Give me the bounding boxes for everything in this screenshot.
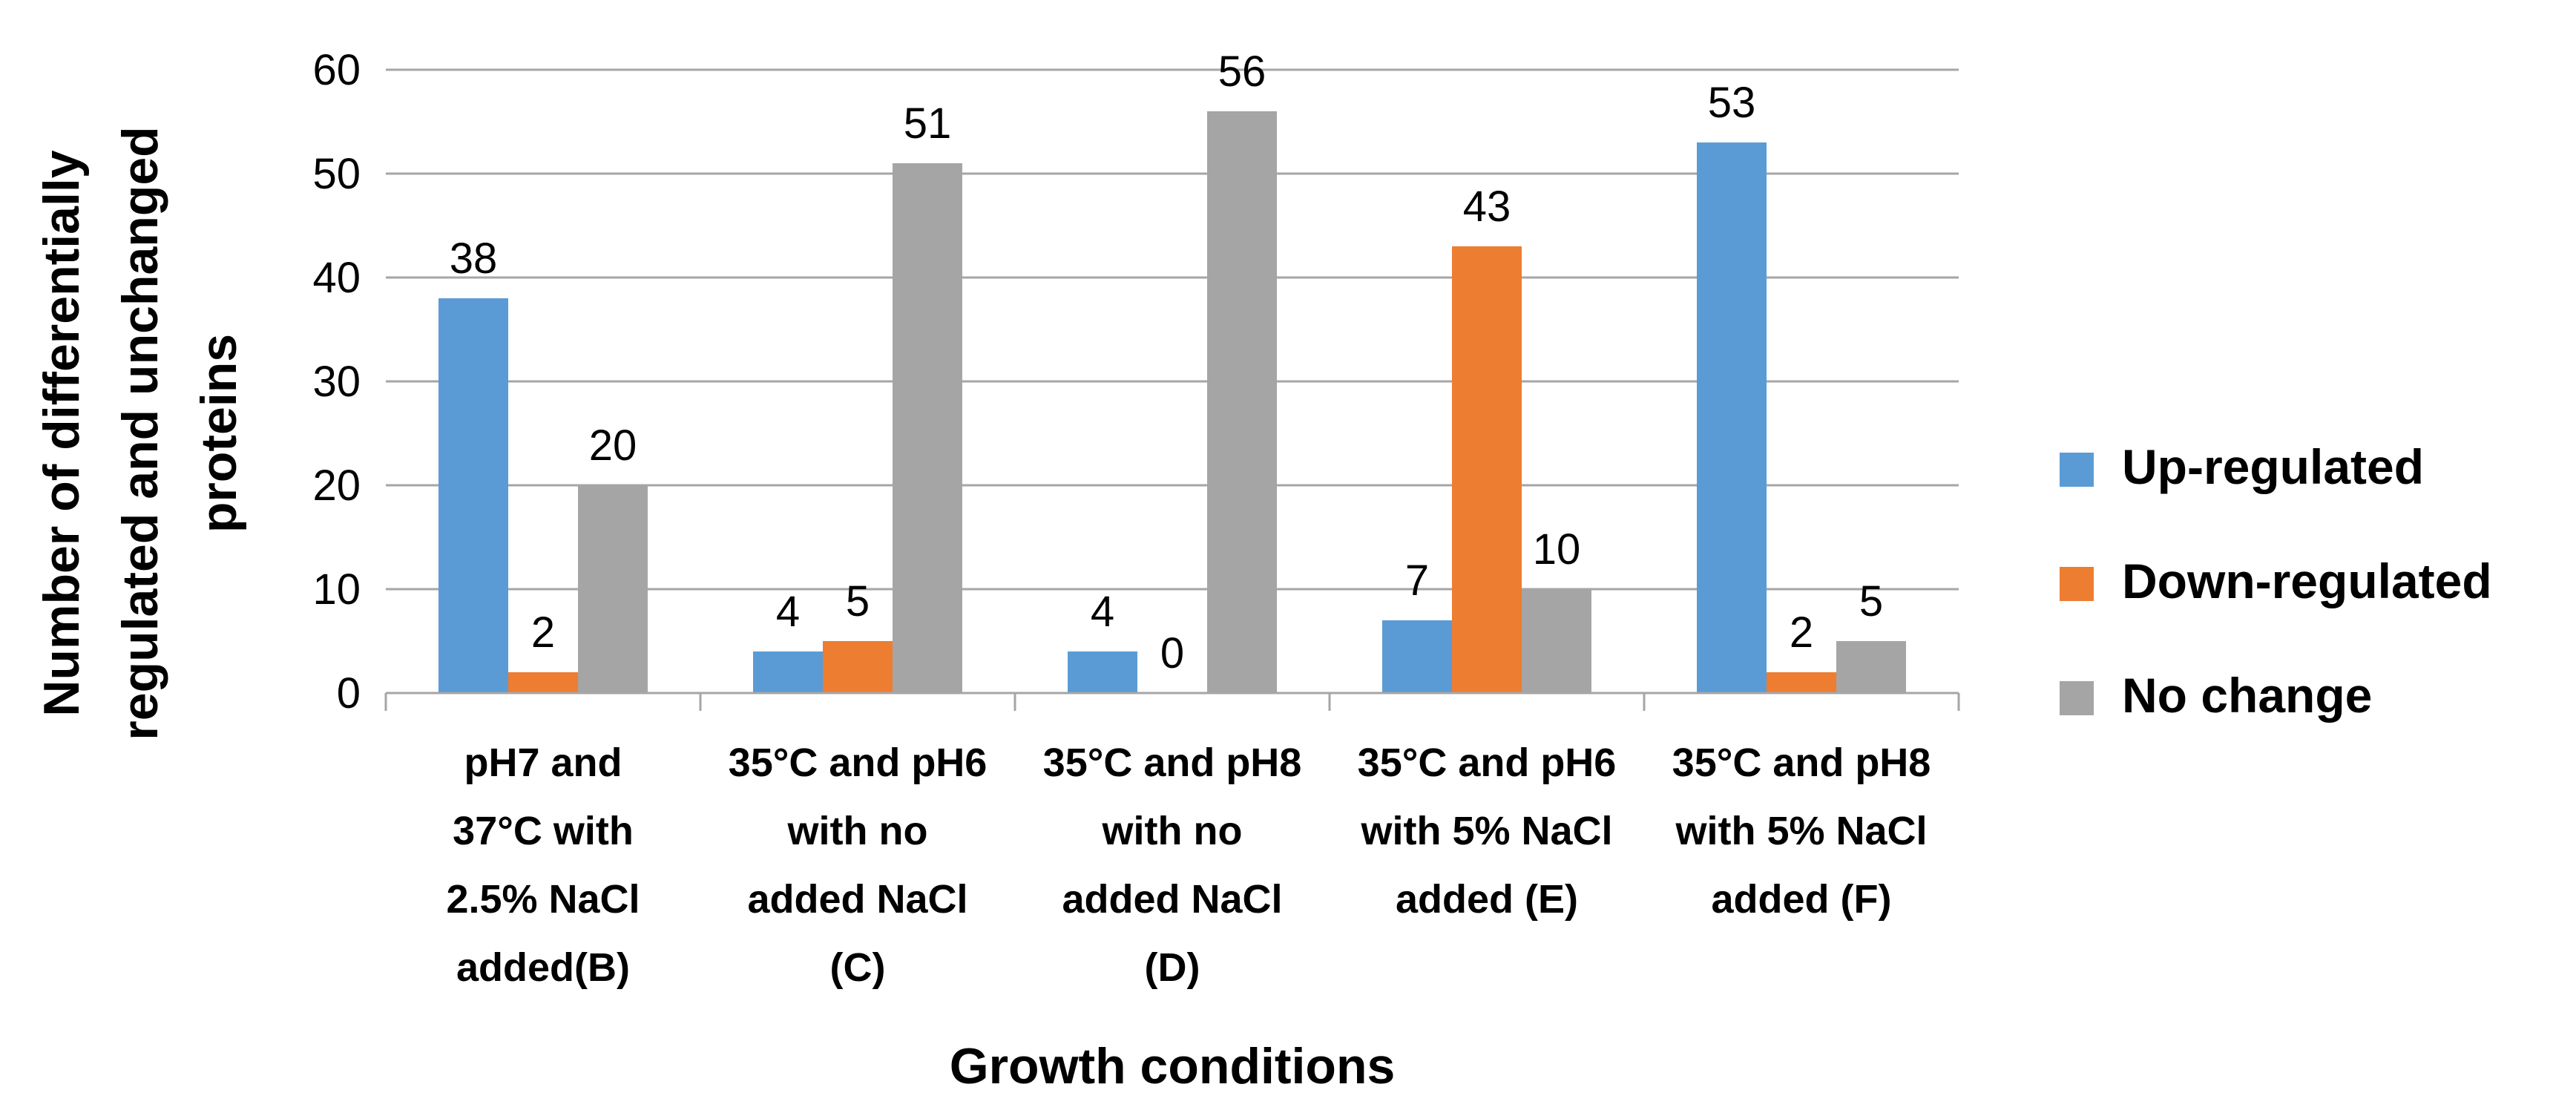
bar-no-change-5 (1836, 641, 1906, 693)
bar-down-regulated-1 (508, 672, 578, 693)
bar-down-regulated-4 (1452, 246, 1522, 693)
bar-up-regulated-2 (753, 651, 823, 693)
legend-swatch (2060, 681, 2094, 715)
x-category-label: 35°C and pH6 with no added NaCl (C) (729, 741, 988, 990)
legend-label: Up-regulated (2122, 439, 2424, 494)
bar-up-regulated-5 (1697, 142, 1767, 693)
x-category-label: 35°C and pH6 with 5% NaCl added (E) (1358, 741, 1617, 922)
bar-no-change-3 (1207, 111, 1277, 693)
data-label: 10 (1533, 525, 1581, 574)
bar-up-regulated-4 (1382, 620, 1452, 693)
data-label: 53 (1708, 79, 1756, 127)
gridlines (386, 68, 1959, 591)
y-tick-label: 30 (312, 358, 361, 406)
legend-swatch (2060, 567, 2094, 601)
bar-down-regulated-5 (1767, 672, 1836, 693)
x-axis-title: Growth conditions (950, 1038, 1396, 1094)
data-label: 5 (1859, 577, 1883, 626)
legend: Up-regulated Down-regulated No change (2060, 439, 2492, 723)
y-tick-label: 40 (312, 254, 361, 302)
data-label: 2 (531, 608, 555, 657)
axes (384, 692, 1960, 711)
legend-swatch (2060, 453, 2094, 487)
x-category-label: 35°C and pH8 with 5% NaCl added (F) (1672, 741, 1931, 922)
data-label: 51 (904, 99, 952, 148)
x-category-label: pH7 and 37°C with 2.5% NaCl added(B) (446, 741, 640, 990)
data-label: 38 (450, 234, 498, 283)
y-axis-title: Number of differentially regulated and un… (33, 126, 247, 740)
data-label: 7 (1405, 556, 1429, 605)
axis-titles: Growth conditions Number of differentiall… (33, 126, 1395, 1094)
data-label: 2 (1790, 608, 1813, 657)
bars (438, 111, 1906, 693)
data-label: 4 (776, 588, 800, 636)
y-tick-label: 10 (312, 565, 361, 614)
y-tick-label: 0 (337, 669, 361, 718)
data-label: 4 (1091, 588, 1114, 636)
y-tick-label: 20 (312, 462, 361, 510)
bar-down-regulated-2 (823, 641, 893, 693)
y-tick-label: 60 (312, 46, 361, 94)
legend-label: Down-regulated (2122, 554, 2492, 608)
y-tick-labels: 0 10 20 30 40 50 60 (312, 46, 361, 718)
data-label: 5 (846, 577, 870, 626)
data-label: 0 (1160, 629, 1184, 677)
bar-no-change-4 (1522, 589, 1591, 693)
bar-no-change-2 (893, 163, 962, 693)
bar-up-regulated-3 (1068, 651, 1137, 693)
bar-no-change-1 (578, 485, 648, 693)
data-label: 43 (1463, 183, 1511, 231)
data-label: 56 (1218, 47, 1266, 96)
legend-label: No change (2122, 668, 2372, 723)
y-tick-label: 50 (312, 150, 361, 198)
x-category-label: 35°C and pH8 with no added NaCl (D) (1043, 741, 1302, 990)
bar-up-regulated-1 (438, 298, 508, 693)
data-label: 20 (589, 421, 637, 470)
category-labels: pH7 and 37°C with 2.5% NaCl added(B) 35°C an… (446, 741, 1931, 990)
